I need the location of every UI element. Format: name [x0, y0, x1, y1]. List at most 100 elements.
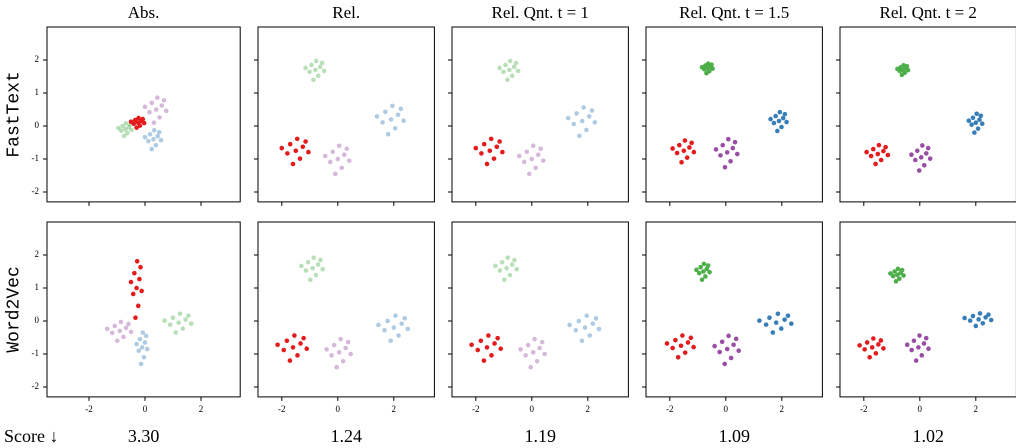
point	[345, 339, 351, 345]
point	[682, 350, 688, 355]
point	[163, 108, 169, 114]
point	[777, 109, 783, 115]
point	[507, 272, 513, 278]
point	[140, 330, 146, 335]
point	[388, 117, 394, 122]
point	[311, 77, 316, 83]
point	[526, 171, 532, 177]
point	[530, 350, 536, 355]
point	[539, 339, 545, 345]
point	[682, 138, 688, 143]
point	[925, 145, 931, 151]
point	[341, 152, 347, 158]
point	[689, 140, 694, 146]
point	[868, 153, 874, 159]
point	[402, 316, 408, 321]
point	[888, 271, 893, 276]
point	[156, 129, 162, 135]
point	[720, 142, 726, 148]
point	[493, 263, 498, 269]
point	[285, 151, 290, 156]
point	[973, 323, 979, 329]
point	[469, 342, 474, 348]
point	[503, 62, 508, 68]
x-tick-label: 2	[392, 404, 397, 414]
point	[128, 119, 134, 125]
point	[694, 267, 699, 273]
point	[133, 315, 138, 321]
x-tick-label: -2	[85, 404, 93, 414]
axes-frame	[645, 26, 823, 203]
point	[905, 67, 911, 73]
point	[494, 144, 500, 150]
point	[149, 146, 155, 152]
score-value: 1.24	[330, 426, 362, 446]
point	[688, 335, 694, 341]
point	[319, 60, 325, 66]
point	[495, 335, 500, 341]
y-tick-label: 1	[35, 282, 40, 292]
point	[590, 321, 596, 326]
axes-frame	[451, 221, 629, 398]
point	[401, 118, 406, 124]
x-tick-label: 2	[780, 404, 785, 414]
point	[691, 344, 696, 350]
point	[309, 62, 314, 68]
point	[763, 322, 769, 327]
point	[339, 165, 345, 171]
point	[473, 145, 479, 151]
point	[530, 143, 536, 149]
point	[920, 143, 925, 148]
point	[509, 262, 515, 267]
point	[883, 144, 888, 150]
row-label: FastText	[5, 71, 25, 157]
point	[586, 114, 592, 119]
point	[313, 58, 319, 64]
point	[986, 312, 991, 318]
point	[678, 343, 684, 349]
point	[383, 109, 388, 115]
point	[318, 257, 323, 263]
point	[137, 336, 143, 342]
point	[188, 321, 194, 326]
point	[129, 127, 134, 133]
x-tick-label: 0	[336, 404, 341, 414]
panel-title: Rel. Qnt. t = 1.5	[679, 3, 789, 22]
point	[279, 145, 285, 151]
point	[142, 104, 148, 110]
point	[589, 108, 595, 113]
point	[875, 151, 881, 157]
point	[966, 118, 972, 124]
point	[718, 153, 723, 158]
point	[736, 348, 741, 354]
point	[873, 351, 879, 356]
axes-frame	[839, 26, 1016, 203]
point	[867, 355, 872, 360]
point	[967, 318, 973, 323]
point	[709, 62, 714, 67]
score-label: Score ↓	[4, 426, 58, 446]
point	[161, 97, 167, 103]
point	[332, 171, 338, 177]
point	[776, 118, 782, 124]
point	[147, 131, 153, 137]
point	[327, 159, 333, 165]
point	[313, 272, 319, 278]
point	[121, 334, 126, 340]
point	[730, 145, 736, 151]
point	[478, 338, 484, 344]
axes-frame	[257, 26, 435, 203]
point	[340, 358, 346, 364]
point	[376, 322, 381, 328]
point	[303, 65, 308, 71]
point	[385, 318, 390, 324]
point	[871, 146, 876, 152]
point	[710, 66, 715, 71]
point	[388, 338, 394, 344]
point	[104, 326, 110, 332]
axes-frame	[645, 221, 823, 398]
point	[308, 277, 313, 283]
point	[502, 277, 507, 283]
point	[391, 325, 397, 330]
point	[118, 319, 124, 325]
